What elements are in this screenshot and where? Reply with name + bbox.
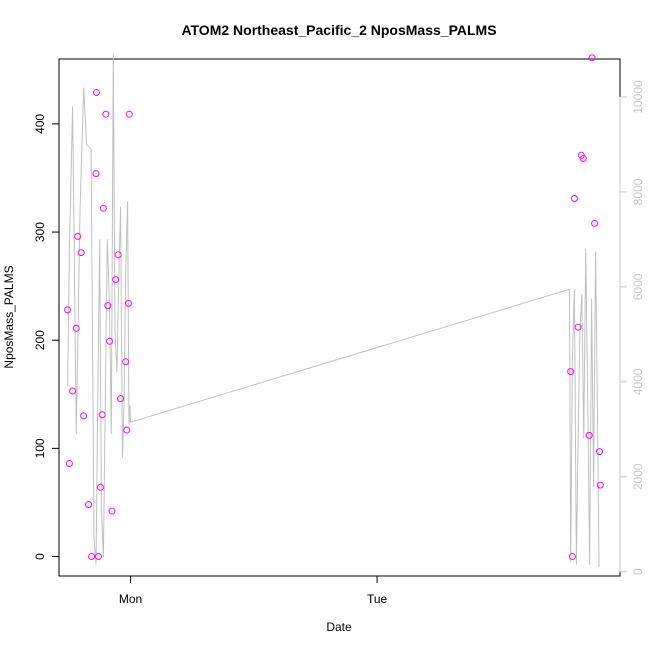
left-tick-label: 0 [33, 553, 47, 560]
plot-frame [58, 58, 621, 577]
right-tick-label: 2000 [631, 463, 645, 490]
data-point [596, 448, 603, 456]
data-point [591, 219, 599, 227]
data-point [108, 507, 116, 515]
secondary-series-line [67, 54, 600, 568]
data-point [99, 204, 107, 212]
data-point [125, 299, 132, 307]
data-point [114, 251, 122, 259]
data-point [74, 232, 82, 240]
x-axis: Mon Tue [119, 575, 388, 606]
data-point [570, 195, 578, 202]
data-point [95, 553, 102, 560]
right-tick-label: 0 [631, 568, 645, 575]
data-point [96, 483, 104, 491]
data-point [117, 395, 125, 403]
data-point [102, 110, 110, 118]
left-y-axis: 0 100 200 300 400 [33, 114, 60, 560]
x-axis-label: Date [326, 620, 352, 634]
x-tick-label: Tue [367, 592, 388, 606]
left-tick-label: 200 [33, 330, 47, 350]
data-point [65, 460, 73, 467]
right-tick-label: 6000 [631, 273, 645, 300]
chart-title: ATOM2 Northeast_Pacific_2 NposMass_PALMS [181, 22, 496, 38]
x-tick-label: Mon [119, 592, 142, 606]
data-point [72, 324, 80, 332]
data-point [112, 276, 120, 284]
data-point [579, 155, 587, 162]
primary-series-points [64, 54, 604, 560]
data-point [567, 368, 575, 376]
data-point [85, 501, 93, 509]
y-axis-label: NposMass_PALMS [2, 265, 16, 368]
data-point [596, 481, 604, 489]
data-point [568, 553, 576, 560]
data-point [80, 412, 88, 420]
right-tick-label: 4000 [631, 368, 645, 395]
right-y-axis: 0 2000 4000 6000 8000 10000 [619, 80, 645, 575]
left-tick-label: 300 [33, 222, 47, 242]
data-point [125, 110, 133, 118]
data-point [574, 323, 582, 331]
right-tick-label: 8000 [631, 178, 645, 205]
data-point [92, 170, 100, 178]
data-point [585, 431, 593, 439]
left-tick-label: 100 [33, 438, 47, 458]
data-point [64, 306, 72, 314]
data-point [104, 302, 112, 310]
data-point [77, 249, 85, 257]
data-point [69, 387, 77, 395]
data-point [122, 358, 130, 366]
data-point [98, 411, 106, 419]
data-point [88, 553, 96, 560]
left-tick-label: 400 [33, 114, 47, 134]
right-tick-label: 10000 [631, 80, 645, 114]
data-point [123, 426, 131, 434]
series-line [67, 54, 600, 568]
data-point [106, 337, 114, 345]
data-point [93, 89, 100, 96]
data-point [588, 54, 596, 62]
